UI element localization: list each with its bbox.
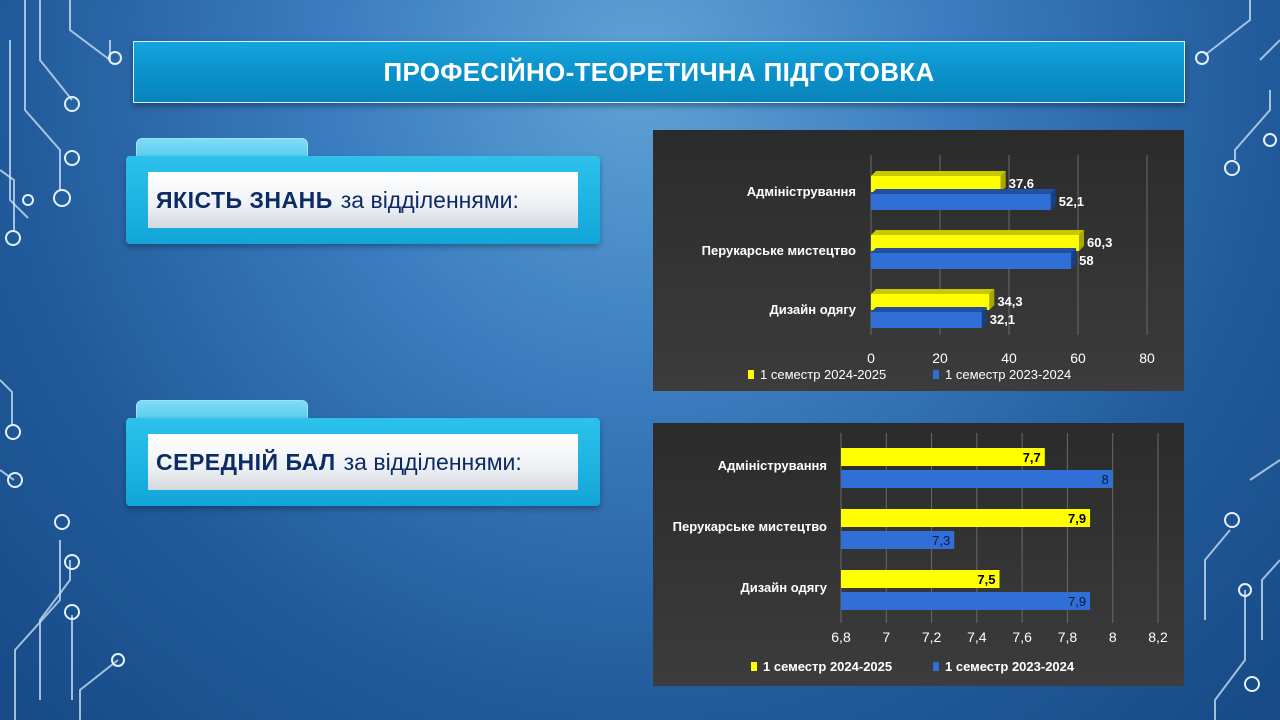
bar-top-face xyxy=(871,189,1056,194)
x-tick-label: 7,4 xyxy=(967,629,987,645)
x-tick-label: 40 xyxy=(1001,350,1017,366)
category-label: Перукарське мистецтво xyxy=(673,519,827,534)
chart-average-score: 6,8 7 7,2 7,4 7,6 7,8 8 8,2 Адміністрування 7,7 8 П… xyxy=(653,423,1184,686)
label-text-box: ЯКІСТЬ ЗНАНЬ за відділеннями: xyxy=(148,172,578,228)
chart-average-score-svg: 6,8 7 7,2 7,4 7,6 7,8 8 8,2 Адміністрування 7,7 8 П… xyxy=(673,433,1168,674)
bar-side-face xyxy=(989,289,995,310)
category-label: Дизайн одягу xyxy=(770,302,857,317)
data-label: 8 xyxy=(1101,472,1108,487)
bar xyxy=(841,592,1091,610)
bar-side-face xyxy=(981,307,987,328)
category-label: Адміністрування xyxy=(718,458,827,473)
chart-knowledge-quality: 0 20 40 60 80 Адміністрування 37,6 52,1 Перукарс… xyxy=(653,130,1184,391)
bar-side-face xyxy=(1071,248,1077,269)
data-label: 34,3 xyxy=(997,294,1022,309)
data-label: 7,5 xyxy=(977,572,995,587)
x-tick-label: 0 xyxy=(867,350,875,366)
bar xyxy=(841,531,955,549)
label-body: ЯКІСТЬ ЗНАНЬ за відділеннями: xyxy=(126,156,600,244)
bar-side-face xyxy=(1050,189,1056,210)
label-body: СЕРЕДНІЙ БАЛ за відділеннями: xyxy=(126,418,600,506)
x-tick-label: 8 xyxy=(1109,629,1117,645)
bar-top-face xyxy=(871,248,1077,253)
legend-label: 1 семестр 2023-2024 xyxy=(945,367,1071,382)
bar xyxy=(871,235,1080,251)
legend-label: 1 семестр 2024-2025 xyxy=(763,659,892,674)
x-tick-label: 7,2 xyxy=(922,629,942,645)
bar xyxy=(841,509,1091,527)
bar xyxy=(841,470,1113,488)
data-label: 58 xyxy=(1079,253,1093,268)
data-label: 52,1 xyxy=(1059,194,1084,209)
chart-knowledge-quality-svg: 0 20 40 60 80 Адміністрування 37,6 52,1 Перукарс… xyxy=(702,155,1155,382)
category-label: Перукарське мистецтво xyxy=(702,243,856,258)
data-label: 7,7 xyxy=(1023,450,1041,465)
x-tick-label: 20 xyxy=(932,350,948,366)
legend-marker xyxy=(933,370,939,379)
label-bold-text: ЯКІСТЬ ЗНАНЬ xyxy=(156,186,333,213)
label-text-box: СЕРЕДНІЙ БАЛ за відділеннями: xyxy=(148,434,578,490)
bar-top-face xyxy=(871,307,987,312)
bar xyxy=(841,448,1045,466)
x-tick-label: 7 xyxy=(882,629,890,645)
bar-side-face xyxy=(1000,171,1006,192)
data-label: 60,3 xyxy=(1087,235,1112,250)
label-bold-text: СЕРЕДНІЙ БАЛ xyxy=(156,448,336,475)
data-label: 37,6 xyxy=(1009,176,1034,191)
bar xyxy=(871,294,990,310)
bar xyxy=(871,194,1051,210)
bar xyxy=(841,570,1000,588)
bar xyxy=(871,253,1072,269)
category-label: Дизайн одягу xyxy=(741,580,828,595)
label-rest-text: за відділеннями: xyxy=(343,448,522,475)
x-tick-label: 7,6 xyxy=(1012,629,1032,645)
legend-marker xyxy=(748,370,754,379)
label-rest-text: за відділеннями: xyxy=(340,186,519,213)
category-label: Адміністрування xyxy=(747,184,856,199)
data-label: 7,9 xyxy=(1068,594,1086,609)
section-label-average-score: СЕРЕДНІЙ БАЛ за відділеннями: xyxy=(126,400,604,510)
bar xyxy=(871,176,1001,192)
legend-marker xyxy=(751,662,757,671)
x-tick-label: 60 xyxy=(1070,350,1086,366)
data-label: 32,1 xyxy=(990,312,1015,327)
data-label: 7,9 xyxy=(1068,511,1086,526)
bar-top-face xyxy=(871,230,1085,235)
data-label: 7,3 xyxy=(932,533,950,548)
slide-title: ПРОФЕСІЙНО-ТЕОРЕТИЧНА ПІДГОТОВКА xyxy=(383,56,935,87)
slide-title-bar: ПРОФЕСІЙНО-ТЕОРЕТИЧНА ПІДГОТОВКА xyxy=(133,41,1185,103)
legend-marker xyxy=(933,662,939,671)
legend-label: 1 семестр 2023-2024 xyxy=(945,659,1075,674)
x-tick-label: 8,2 xyxy=(1148,629,1168,645)
x-tick-label: 7,8 xyxy=(1058,629,1078,645)
bar xyxy=(871,312,982,328)
bar-side-face xyxy=(1079,230,1085,251)
legend-label: 1 семестр 2024-2025 xyxy=(760,367,886,382)
x-tick-label: 6,8 xyxy=(831,629,851,645)
bar-top-face xyxy=(871,171,1006,176)
x-tick-label: 80 xyxy=(1139,350,1155,366)
bar-top-face xyxy=(871,289,995,294)
section-label-knowledge-quality: ЯКІСТЬ ЗНАНЬ за відділеннями: xyxy=(126,138,604,248)
